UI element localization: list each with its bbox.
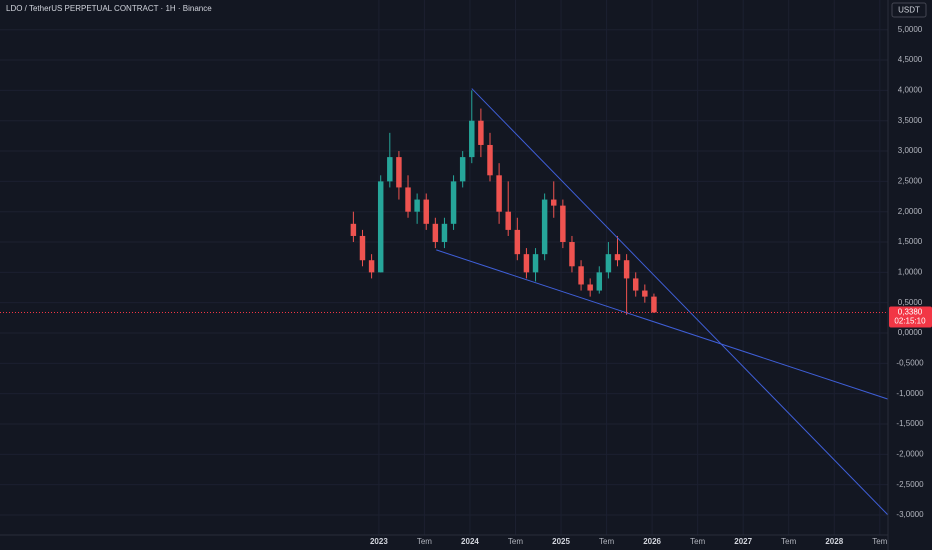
x-tick-label: Tem [872,537,887,546]
y-tick-label: 2,5000 [898,176,923,185]
candle-body [377,181,384,273]
candle-body [441,223,448,243]
candle-body [478,120,484,145]
candle-body [368,260,375,273]
y-tick-label: -2,5000 [896,480,924,489]
candle-body [350,223,357,236]
x-tick-label: 2024 [461,537,479,546]
candle-body [359,235,366,261]
y-tick-label: 0,5000 [898,298,923,307]
candle-body [578,266,584,285]
candle-body [523,254,530,273]
y-tick-label: -1,0000 [896,389,924,398]
countdown-label: 02:15:10 [894,317,926,326]
candle-body [514,229,521,255]
candle-body [450,181,457,224]
candle-body [459,157,466,182]
y-tick-label: 4,5000 [898,55,923,64]
plot [0,88,889,516]
candle-body [614,254,621,261]
trendline [471,88,889,516]
x-tick-label: Tem [781,537,796,546]
y-tick-label: -0,5000 [896,358,924,367]
candle-body [387,157,393,182]
y-tick-label: 1,5000 [898,237,923,246]
x-tick-label: 2028 [825,537,843,546]
candle-body [642,290,648,297]
candle-body [651,296,657,313]
candle-body [496,175,502,212]
x-tick-label: 2025 [552,537,570,546]
y-tick-label: 3,0000 [898,146,923,155]
candle-body [405,187,411,212]
currency-button[interactable] [891,2,927,18]
last-price-label: 0,3380 [898,308,923,317]
candle-body [541,199,548,255]
y-tick-label: -3,0000 [896,510,924,519]
x-tick-label: 2026 [643,537,661,546]
candle-body [632,278,639,291]
candle-body [551,199,557,206]
candle-body [396,157,402,188]
y-tick-label: 5,0000 [898,25,923,34]
x-tick-label: 2023 [370,537,388,546]
chart-title: LDO / TetherUS PERPETUAL CONTRACT · 1H ·… [6,4,212,13]
candle-body [423,199,429,224]
y-tick-label: 2,0000 [898,207,923,216]
y-tick-label: 1,0000 [898,267,923,276]
x-tick-label: Tem [599,537,614,546]
candle-body [487,144,493,176]
axes: 5,0000 4,5000 4,0000 3,5000 3,0000 2,5000 2,00… [370,25,932,546]
candle-body [469,120,475,158]
x-tick-label: Tem [417,537,432,546]
candle-body [532,254,539,273]
y-tick-label: 4,0000 [898,85,923,94]
y-tick-label: -1,5000 [896,419,924,428]
candle-body [596,272,603,291]
x-tick-label: Tem [508,537,523,546]
candle-body [569,242,575,267]
candle-body [587,284,593,291]
candle-body [605,254,612,273]
trendline [436,249,889,400]
candle-body [505,211,511,230]
y-tick-label: -2,0000 [896,449,924,458]
y-tick-label: 3,5000 [898,116,923,125]
y-tick-label: 0,0000 [898,328,923,337]
currency-label[interactable]: USDT [898,6,920,15]
candle-body [432,223,439,243]
candle-body [623,260,630,279]
x-tick-label: Tem [690,537,705,546]
candle-body [560,205,566,243]
x-tick-label: 2027 [734,537,752,546]
last-price-box [889,306,932,328]
candle-body [414,199,420,212]
